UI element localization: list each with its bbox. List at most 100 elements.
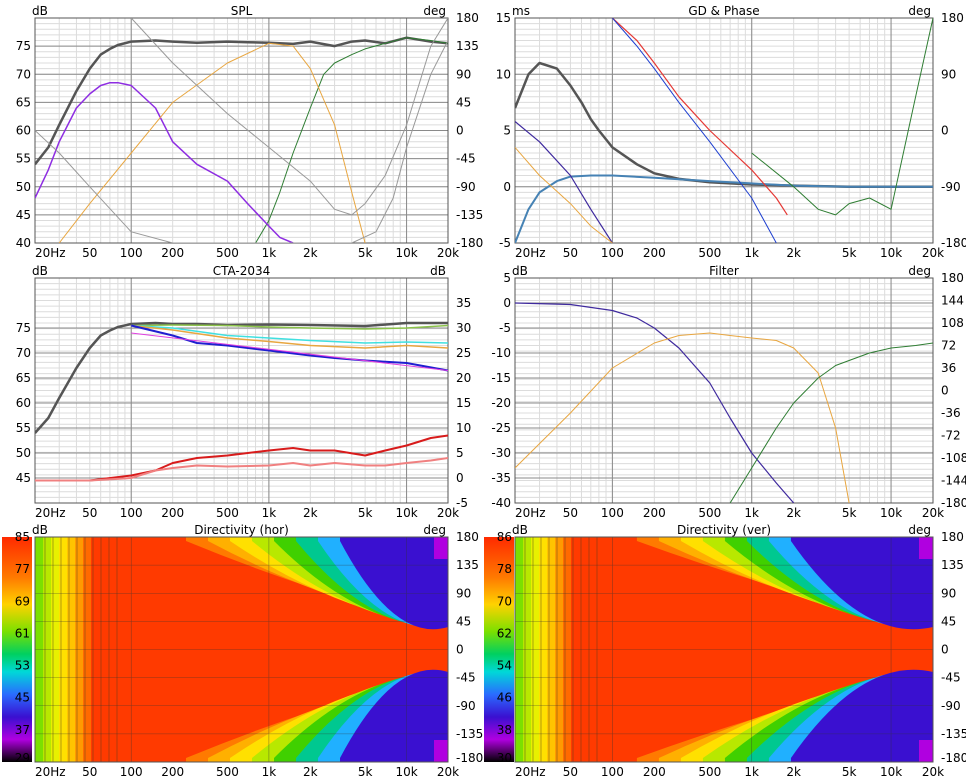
y2-tick-label: 5 [456, 446, 464, 460]
series-line-1 [131, 324, 448, 330]
right-unit-label: deg [423, 4, 446, 18]
y2-tick-label: 180 [456, 530, 479, 544]
y2-tick-label: 0 [456, 471, 464, 485]
y2-tick-label: 35 [456, 296, 471, 310]
heatmap-corner [919, 740, 933, 762]
y-tick-label: 70 [16, 346, 31, 360]
x-tick-label: 20k [437, 506, 459, 520]
y2-tick-label: 45 [456, 614, 471, 628]
y2-tick-label: 135 [941, 558, 964, 572]
y2-tick-label: -180 [456, 751, 483, 765]
x-tick-label: 2k [786, 765, 801, 779]
y-tick-label: -30 [491, 446, 511, 460]
scale-tick-label: 54 [497, 659, 512, 673]
y2-tick-label: -135 [941, 727, 966, 741]
series-line-5 [130, 18, 448, 216]
y2-tick-label: 90 [941, 586, 956, 600]
color-scale-bar [484, 537, 514, 762]
y2-tick-label: -90 [941, 180, 961, 194]
x-tick-label: 20Hz [35, 765, 66, 779]
y2-tick-label: 0 [941, 384, 949, 398]
series-line-3 [58, 42, 366, 243]
x-tick-label: 2k [303, 765, 318, 779]
y-tick-label: 15 [496, 11, 511, 25]
heatmap-corner [434, 537, 448, 559]
y-tick-label: -10 [491, 346, 511, 360]
x-tick-label: 500 [216, 246, 239, 260]
heatmap-corner [434, 740, 448, 762]
y-tick-label: 0 [503, 180, 511, 194]
heatmap-lobe [340, 537, 448, 630]
series-line-2 [131, 324, 448, 344]
y2-tick-label: -180 [941, 236, 966, 250]
x-tick-label: 5k [358, 765, 373, 779]
y-tick-label: 10 [496, 67, 511, 81]
x-tick-label: 10k [880, 506, 902, 520]
chart-title: Directivity (hor) [194, 523, 289, 537]
y2-tick-label: -45 [941, 671, 961, 685]
chart-dirh: Directivity (hor) dB deg 85 77 69 61 53 45 37 29 18… [2, 523, 483, 779]
scale-tick-label: 46 [497, 691, 512, 705]
left-unit-label: dB [32, 523, 48, 537]
series-line-5 [131, 332, 448, 371]
chart-title: SPL [231, 4, 253, 18]
series-line-6 [35, 434, 448, 482]
y2-tick-label: 0 [941, 124, 949, 138]
y2-tick-label: 90 [456, 586, 471, 600]
scale-tick-label: 53 [15, 659, 30, 673]
x-tick-label: 100 [120, 506, 143, 520]
x-tick-label: 10k [880, 246, 902, 260]
series-group [515, 302, 933, 503]
y2-tick-label: 180 [941, 530, 964, 544]
y2-tick-label: -90 [456, 699, 476, 713]
y2-tick-label: -90 [456, 180, 476, 194]
x-tick-label: 1k [262, 765, 277, 779]
x-tick-label: 1k [744, 765, 759, 779]
x-tick-label: 20Hz [35, 246, 66, 260]
x-tick-label: 100 [120, 765, 143, 779]
color-scale-bar [2, 537, 32, 762]
series-line-3 [515, 147, 613, 243]
x-tick-label: 20Hz [515, 506, 546, 520]
y-tick-label: 45 [16, 471, 31, 485]
heatmap-grid [515, 536, 933, 763]
plot-frame [514, 17, 934, 244]
y2-tick-label: -135 [456, 208, 483, 222]
scale-tick-label: 85 [15, 530, 30, 544]
right-unit-label: deg [908, 523, 931, 537]
x-tick-label: 1k [744, 246, 759, 260]
scale-tick-label: 78 [497, 562, 512, 576]
x-tick-label: 50 [82, 765, 97, 779]
y2-tick-label: 30 [456, 321, 471, 335]
y2-tick-label: -108 [941, 451, 966, 465]
y-tick-label: -35 [491, 471, 511, 485]
y2-tick-label: 135 [456, 39, 479, 53]
series-line-4 [611, 18, 788, 216]
chart-title: Directivity (ver) [677, 523, 771, 537]
x-tick-label: 2k [303, 246, 318, 260]
chart-dirv: Directivity (ver) dB deg 86 78 70 62 54 46 38 30 18… [484, 523, 966, 779]
scale-tick-label: 62 [497, 626, 512, 640]
x-tick-label: 500 [216, 765, 239, 779]
y-tick-label: -5 [499, 321, 511, 335]
y-tick-label: 5 [503, 124, 511, 138]
right-unit-label: deg [423, 523, 446, 537]
x-tick-label: 50 [82, 506, 97, 520]
series-line-2 [515, 121, 613, 243]
y-tick-label: -40 [491, 496, 511, 510]
heatmap-lobe [790, 537, 933, 630]
y-tick-label: 75 [16, 39, 31, 53]
left-unit-label: dB [32, 4, 48, 18]
x-tick-label: 500 [698, 506, 721, 520]
x-tick-label: 10k [395, 246, 417, 260]
series-line-3 [131, 324, 448, 349]
x-tick-label: 50 [563, 506, 578, 520]
x-tick-label: 100 [120, 246, 143, 260]
plot-frame [514, 536, 934, 763]
scale-tick-label: 77 [15, 562, 30, 576]
x-tick-label: 200 [643, 765, 666, 779]
y2-tick-label: -45 [456, 671, 476, 685]
y-tick-label: 70 [16, 67, 31, 81]
chart-title: GD & Phase [688, 4, 759, 18]
